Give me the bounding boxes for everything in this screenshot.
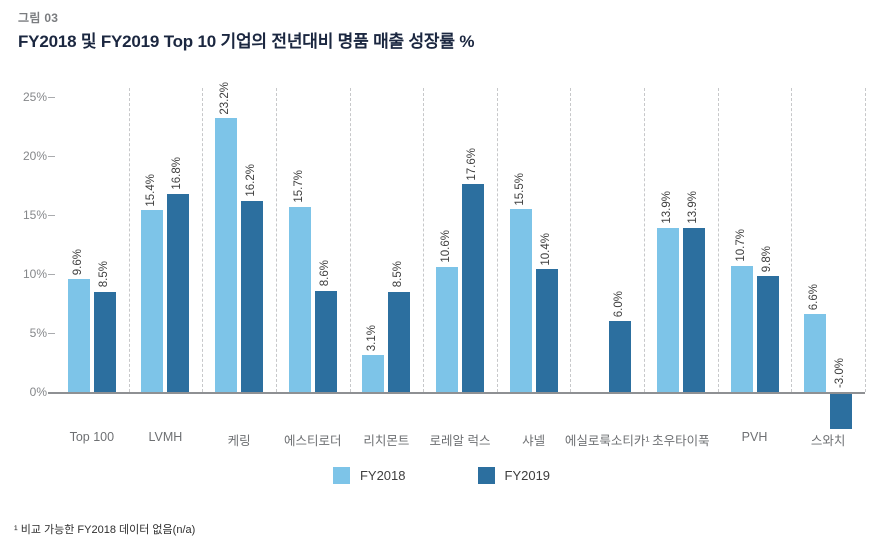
bar-fy2018-6 — [509, 209, 532, 392]
legend-item-fy2018: FY2018 — [332, 467, 406, 484]
bar-value-label: 17.6% — [466, 147, 478, 181]
bar-fy2019-5 — [462, 184, 484, 392]
bar-fy2019-9 — [756, 276, 779, 392]
bar-value-label: 23.2% — [219, 81, 232, 115]
bar-fy2019-6 — [535, 269, 558, 392]
group-separator-line — [275, 88, 277, 392]
category-label: LVMH — [148, 430, 183, 444]
y-axis-tick-mark — [48, 215, 55, 216]
category-label: 초우타이푹 — [652, 434, 710, 448]
category-label: 케링 — [227, 434, 251, 448]
group-separator-line — [865, 88, 866, 392]
category-label: 로레알 럭스 — [429, 434, 491, 448]
bar-fy2018-10 — [804, 314, 827, 392]
y-axis-tick-label: 25% — [22, 90, 47, 104]
bar-fy2018-3 — [288, 206, 311, 392]
bar-value-label: 9.8% — [760, 246, 773, 273]
bar-value-label: 15.4% — [145, 173, 158, 207]
bar-value-label: 8.6% — [318, 260, 331, 287]
bar-value-label: 10.4% — [539, 232, 552, 266]
bar-fy2018-0 — [67, 278, 90, 392]
footnote: ¹ 비교 가능한 FY2018 데이터 없음(n/a) — [14, 524, 196, 536]
category-label: Top 100 — [69, 430, 115, 444]
bar-value-label: 13.9% — [660, 191, 673, 224]
chart-title: FY2018 및 FY2019 Top 10 기업의 전년대비 명품 매출 성장… — [18, 32, 475, 51]
y-axis-tick-mark — [48, 156, 55, 157]
bar-value-label: 16.2% — [245, 164, 258, 197]
bar-value-label: 6.0% — [613, 290, 626, 318]
category-label: 스와치 — [810, 434, 846, 448]
bar-value-label: 9.6% — [71, 248, 84, 275]
bar-fy2018-2 — [215, 118, 238, 392]
group-separator-line — [349, 88, 351, 392]
group-separator-line — [791, 88, 793, 392]
legend-label: FY2019 — [504, 468, 551, 483]
y-axis-tick-mark — [48, 333, 55, 334]
bar-value-label: 8.5% — [97, 261, 110, 288]
group-separator-line — [423, 88, 425, 392]
group-separator-line — [128, 88, 130, 392]
bar-fy2018-8 — [656, 227, 679, 392]
group-separator-line — [496, 88, 498, 392]
y-axis-tick-label: 5% — [29, 326, 47, 340]
y-axis-tick-label: 0% — [29, 385, 47, 399]
bar-fy2019-8 — [682, 227, 705, 392]
category-label: 에스티로더 — [283, 434, 342, 448]
bar-fy2019-0 — [93, 291, 116, 392]
category-label: 샤넬 — [522, 434, 546, 448]
bar-value-label: 10.7% — [734, 229, 747, 262]
bar-fy2018-4 — [362, 355, 385, 392]
zero-baseline — [48, 392, 865, 394]
chart-legend: FY2018 FY2019 — [0, 467, 883, 484]
y-axis-tick-label: 15% — [22, 208, 47, 222]
category-label: PVH — [741, 430, 768, 444]
y-axis-tick-mark — [48, 97, 55, 98]
y-axis-tick-mark — [48, 274, 55, 275]
bar-fy2018-1 — [141, 210, 164, 392]
bar-value-label: 15.7% — [292, 170, 305, 203]
group-separator-line — [644, 88, 646, 392]
group-separator-line — [717, 88, 719, 392]
y-axis-tick-label: 10% — [22, 267, 47, 281]
group-separator-line — [202, 88, 204, 392]
legend-label: FY2018 — [359, 468, 406, 483]
bar-value-label: 15.5% — [513, 172, 526, 206]
group-separator-line — [570, 88, 572, 392]
bar-fy2019-2 — [241, 200, 264, 392]
category-label: 에실로룩소티카¹ — [564, 434, 650, 448]
bar-fy2019-7 — [609, 321, 632, 392]
legend-swatch — [332, 467, 350, 484]
bar-value-label: 8.5% — [392, 261, 405, 288]
legend-swatch — [477, 467, 495, 484]
bar-fy2019-4 — [388, 291, 411, 392]
bar-fy2019-3 — [314, 290, 337, 392]
y-axis-tick-label: 20% — [22, 149, 47, 163]
category-label: 리치몬트 — [363, 434, 410, 448]
bar-value-label: 3.1% — [366, 325, 379, 352]
legend-item-fy2019: FY2019 — [477, 467, 551, 484]
bar-fy2018-5 — [436, 266, 458, 392]
bar-chart-plot-area: 0% 5% 10% 15% 20% 25% 9.6% 8.5% Top 100 15.4% 16.8… — [23, 78, 866, 458]
figure-label: 그림 03 — [18, 11, 59, 25]
bar-fy2018-9 — [730, 265, 753, 392]
bar-value-label: 16.8% — [171, 157, 184, 190]
bar-fy2019-10 — [830, 394, 853, 430]
bar-value-label: 6.6% — [808, 283, 821, 311]
bar-value-label: 13.9% — [686, 191, 699, 224]
bar-value-label: 10.6% — [440, 230, 452, 263]
bar-fy2019-1 — [167, 193, 190, 392]
bar-value-label: -3.0% — [834, 357, 847, 388]
